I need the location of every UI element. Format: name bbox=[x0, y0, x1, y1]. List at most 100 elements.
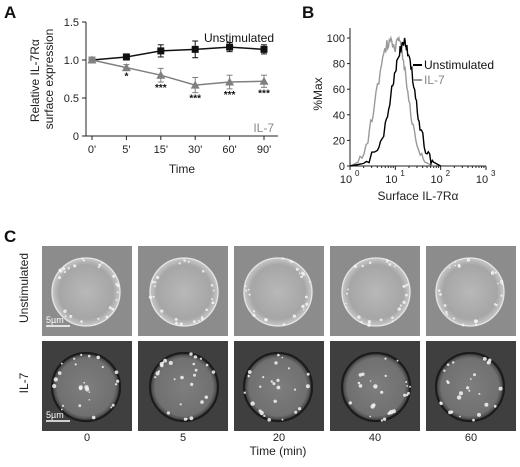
fluorescent-spot bbox=[160, 316, 163, 318]
fluorescent-spot bbox=[454, 264, 457, 267]
fluorescent-spot bbox=[406, 393, 409, 397]
fluorescent-spot bbox=[116, 379, 120, 383]
fluorescent-spot bbox=[373, 384, 378, 389]
fluorescent-spot bbox=[151, 280, 155, 284]
fluorescent-spot bbox=[301, 271, 304, 275]
legend-label-il7: IL-7 bbox=[424, 73, 445, 87]
fluorescent-spot bbox=[211, 298, 214, 301]
fluorescent-spot bbox=[110, 406, 113, 409]
fluorescent-spot bbox=[468, 389, 471, 392]
fluorescent-spot bbox=[282, 323, 286, 326]
fluorescent-spot bbox=[252, 313, 256, 317]
fluorescent-spot bbox=[461, 323, 465, 327]
line-chart-relative-expression: Relative IL-7Rα surface expression 0 0.5 1… bbox=[28, 17, 278, 176]
fluorescent-spot bbox=[259, 410, 264, 416]
fluorescent-spot bbox=[91, 415, 96, 420]
fluorescent-spot bbox=[205, 308, 208, 312]
fluorescent-spot bbox=[499, 279, 504, 284]
fluorescent-spot bbox=[262, 376, 265, 379]
data-point-unstimulated bbox=[260, 45, 268, 53]
fluorescent-spot bbox=[369, 380, 372, 382]
fluorescent-spot bbox=[204, 395, 208, 399]
fluorescent-spot bbox=[166, 411, 170, 415]
fluorescent-spot bbox=[477, 412, 481, 417]
fluorescent-spot bbox=[388, 263, 392, 266]
fluorescent-spot bbox=[405, 293, 408, 297]
fluorescent-spot bbox=[345, 302, 347, 305]
fluorescent-spot bbox=[300, 275, 303, 279]
chart-a-ylabel: Relative IL-7Rα surface expression bbox=[28, 29, 56, 130]
micrograph-xlabel: Time (min) bbox=[250, 444, 307, 458]
cell-body bbox=[149, 257, 219, 327]
fluorescent-spot bbox=[78, 386, 83, 391]
fluorescent-spot bbox=[63, 270, 66, 274]
fluorescent-spot bbox=[396, 359, 399, 362]
fluorescent-spot bbox=[287, 367, 291, 370]
fluorescent-spot bbox=[345, 306, 348, 308]
fluorescent-spot bbox=[105, 315, 109, 319]
fluorescent-spot bbox=[101, 365, 104, 369]
data-point-unstimulated bbox=[122, 53, 130, 61]
fluorescent-spot bbox=[212, 289, 215, 292]
fluorescent-spot bbox=[64, 315, 67, 318]
data-point-il7 bbox=[156, 70, 166, 79]
fluorescent-spot bbox=[148, 295, 153, 299]
fluorescent-spot bbox=[298, 407, 302, 411]
fluorescent-spot bbox=[357, 381, 361, 385]
fluorescent-spot bbox=[193, 355, 198, 359]
chart-a-xlabel: Time bbox=[169, 162, 196, 176]
fluorescent-spot bbox=[384, 357, 387, 360]
fluorescent-spot bbox=[486, 362, 489, 365]
row-label-unstimulated: Unstimulated bbox=[17, 253, 31, 323]
micrograph-tile bbox=[234, 246, 324, 336]
fluorescent-spot bbox=[88, 399, 91, 401]
chart-b-ytick-label: 60 bbox=[333, 84, 345, 96]
fluorescent-spot bbox=[452, 361, 455, 364]
fluorescent-spot bbox=[305, 295, 308, 299]
fluorescent-spot bbox=[497, 282, 499, 285]
fluorescent-spot bbox=[267, 418, 272, 422]
fluorescent-spot bbox=[407, 283, 409, 286]
fluorescent-spot bbox=[81, 258, 84, 261]
fluorescent-spot bbox=[484, 402, 489, 407]
fluorescent-spot bbox=[475, 323, 478, 326]
fluorescent-spot bbox=[211, 370, 216, 374]
fluorescent-spot bbox=[60, 408, 63, 411]
scale-bar-label: 5µm bbox=[46, 410, 64, 420]
fluorescent-spot bbox=[353, 264, 357, 268]
fluorescent-spot bbox=[348, 401, 352, 405]
fluorescent-spot bbox=[259, 385, 262, 388]
fluorescent-spot bbox=[277, 353, 280, 357]
fluorescent-spot bbox=[406, 385, 409, 387]
fluorescent-spot bbox=[98, 263, 102, 267]
fluorescent-spot bbox=[370, 404, 375, 409]
fluorescent-spot bbox=[247, 370, 252, 374]
fluorescent-spot bbox=[368, 261, 372, 264]
fluorescent-spot bbox=[446, 363, 450, 367]
timepoint-label: 20 bbox=[273, 432, 285, 444]
chart-a-ytick-label: 0.5 bbox=[64, 93, 79, 105]
fluorescent-spot bbox=[190, 382, 194, 386]
fluorescent-spot bbox=[263, 414, 266, 417]
histogram-unstimulated bbox=[349, 37, 442, 167]
fluorescent-spot bbox=[210, 284, 214, 287]
scale-bar-label: 5µm bbox=[46, 315, 64, 325]
fluorescent-spot bbox=[493, 303, 497, 306]
fluorescent-spot bbox=[270, 380, 273, 383]
fluorescent-spot bbox=[382, 417, 387, 421]
data-point-il7 bbox=[121, 63, 131, 72]
fluorescent-spot bbox=[159, 361, 164, 367]
fluorescent-spot bbox=[80, 353, 83, 356]
fluorescent-spot bbox=[346, 292, 349, 295]
chart-b-xtick-exponent: 0 bbox=[355, 169, 360, 178]
row-label-il7: IL-7 bbox=[17, 372, 31, 393]
fluorescent-spot bbox=[469, 378, 472, 380]
fluorescent-spot bbox=[439, 401, 443, 406]
fluorescent-spot bbox=[358, 373, 363, 377]
fluorescent-spot bbox=[293, 388, 297, 391]
fluorescent-spot bbox=[115, 299, 118, 302]
fluorescent-spot bbox=[175, 321, 178, 325]
fluorescent-spot bbox=[391, 320, 394, 323]
fluorescent-spot bbox=[288, 260, 291, 263]
